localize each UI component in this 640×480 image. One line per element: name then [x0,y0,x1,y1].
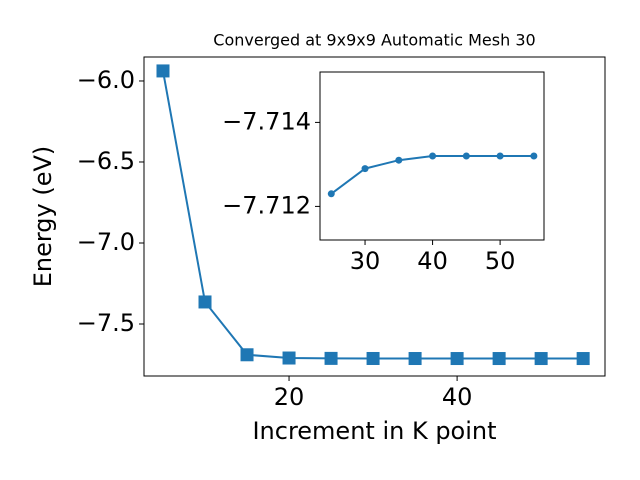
marker [282,351,296,365]
marker [576,352,590,366]
y-axis-label: Energy (eV) [29,146,57,288]
x-tick-label: 30 [350,247,381,275]
marker [361,165,369,173]
marker [240,348,254,362]
marker [366,351,380,365]
marker [327,190,335,198]
marker [492,352,506,366]
marker [496,152,504,160]
marker [408,352,422,366]
x-tick-label: 40 [417,247,448,275]
marker [462,152,470,160]
y-tick-label: −7.712 [222,191,311,219]
marker [156,64,170,78]
y-tick-label: −7.5 [77,309,135,337]
marker [534,352,548,366]
y-tick-label: −6.0 [77,66,135,94]
marker [450,352,464,366]
y-tick-label: −6.5 [77,147,135,175]
x-axis-label: Increment in K point [252,417,496,445]
x-tick-label: 50 [485,247,516,275]
chart-title: Converged at 9x9x9 Automatic Mesh 30 [213,31,535,50]
marker [530,152,538,160]
marker [198,295,212,309]
x-tick-label: 20 [274,383,305,411]
marker [395,156,403,164]
marker [429,152,437,160]
y-tick-label: −7.0 [77,228,135,256]
x-tick-label: 40 [442,383,473,411]
y-tick-label: −7.714 [222,107,311,135]
marker [324,351,338,365]
